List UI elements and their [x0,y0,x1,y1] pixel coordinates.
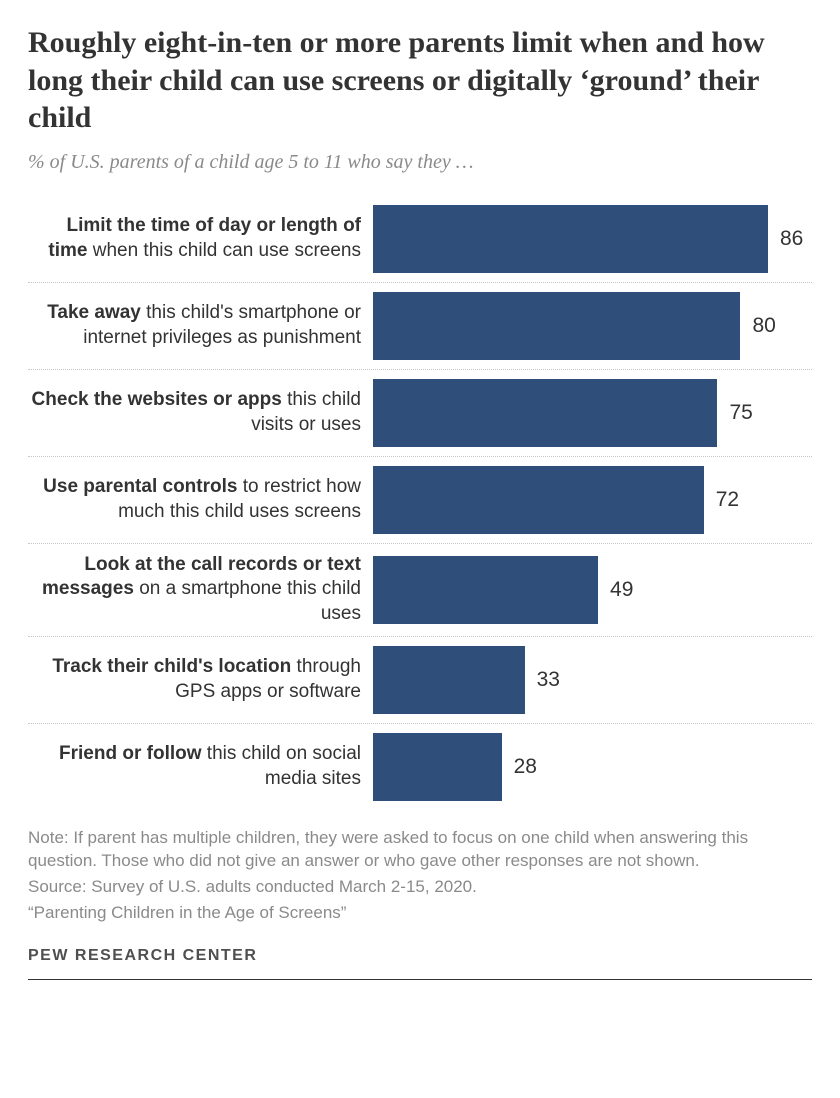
chart-row: Look at the call records or text message… [28,543,812,636]
bar-cell: 86 [373,205,812,273]
bar [373,646,525,714]
bar-cell: 33 [373,646,812,714]
bar-label: Track their child's location through GPS… [28,655,373,704]
bar-cell: 28 [373,733,812,801]
bar [373,292,740,360]
bar-label: Use parental controls to restrict how mu… [28,475,373,524]
bar-value: 33 [537,668,560,692]
attribution: PEW RESEARCH CENTER [28,947,812,980]
chart-row: Take away this child's smartphone or int… [28,282,812,369]
bar-cell: 72 [373,466,812,534]
bar-value: 49 [610,578,633,602]
bar-value: 86 [780,227,803,251]
chart-report-name: “Parenting Children in the Age of Screen… [28,901,812,925]
bar-value: 75 [729,401,752,425]
bar-cell: 49 [373,556,812,624]
bar-label: Check the websites or apps this child vi… [28,388,373,437]
bar [373,466,704,534]
chart-note: Note: If parent has multiple children, t… [28,826,812,874]
chart-row: Friend or follow this child on social me… [28,723,812,810]
bar-chart: Limit the time of day or length of time … [28,196,812,810]
chart-row: Track their child's location through GPS… [28,636,812,723]
bar [373,379,717,447]
bar-cell: 75 [373,379,812,447]
bar-label: Look at the call records or text message… [28,553,373,627]
bar-value: 28 [514,755,537,779]
chart-title: Roughly eight-in-ten or more parents lim… [28,24,812,137]
chart-row: Use parental controls to restrict how mu… [28,456,812,543]
bar-cell: 80 [373,292,812,360]
bar-label: Limit the time of day or length of time … [28,214,373,263]
bar [373,205,768,273]
bar-value: 72 [716,488,739,512]
bar [373,556,598,624]
chart-subtitle: % of U.S. parents of a child age 5 to 11… [28,151,812,174]
chart-row: Limit the time of day or length of time … [28,196,812,282]
bar-label: Friend or follow this child on social me… [28,742,373,791]
bar-value: 80 [752,314,775,338]
bar-label: Take away this child's smartphone or int… [28,301,373,350]
chart-row: Check the websites or apps this child vi… [28,369,812,456]
chart-source: Source: Survey of U.S. adults conducted … [28,875,812,899]
bar [373,733,502,801]
